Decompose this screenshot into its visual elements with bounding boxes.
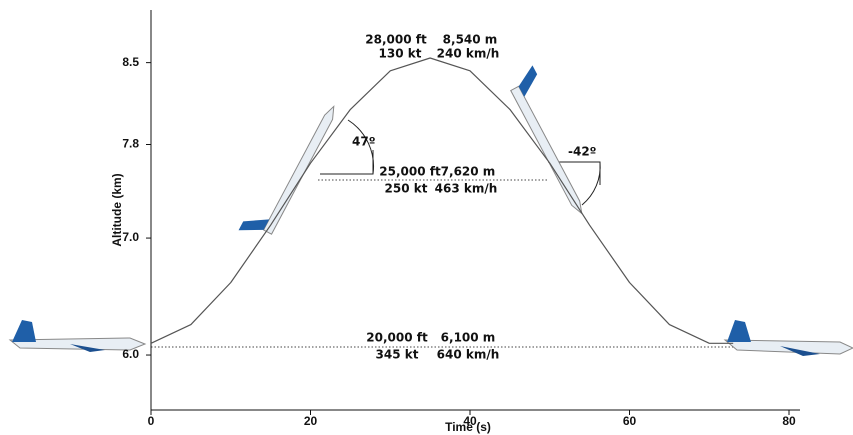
angle-marker xyxy=(320,150,373,174)
airplane xyxy=(505,65,605,216)
annotation: 28,000 ft xyxy=(365,33,427,47)
y-tick-label: 6.0 xyxy=(122,347,139,361)
airplane xyxy=(725,320,853,356)
angle-label: 47º xyxy=(352,135,376,149)
x-tick-label: 0 xyxy=(148,414,155,428)
annotation: 25,000 ft xyxy=(379,165,441,179)
y-tick-label: 7.8 xyxy=(122,137,139,151)
annotation: 8,540 m xyxy=(443,33,498,47)
annotation: 20,000 ft xyxy=(366,331,428,345)
angle-label: -42º xyxy=(568,145,597,159)
chart: Altitude (km) Time (s) 28,000 ft 8,540 m… xyxy=(0,0,853,435)
y-tick-label: 8.5 xyxy=(122,55,139,69)
annotation: 7,620 m xyxy=(441,165,496,179)
annotation: 345 kt xyxy=(376,348,419,362)
angle-arc xyxy=(582,162,600,205)
annotation: 240 km/h xyxy=(437,47,500,61)
airplane xyxy=(239,94,339,245)
annotation: 640 km/h xyxy=(437,348,500,362)
y-tick-label: 7.0 xyxy=(122,230,139,244)
x-tick-label: 80 xyxy=(782,414,796,428)
x-tick-label: 40 xyxy=(463,414,477,428)
annotation: 463 km/h xyxy=(435,182,498,196)
annotation: 250 kt xyxy=(385,182,428,196)
x-tick-label: 60 xyxy=(623,414,637,428)
x-tick-label: 20 xyxy=(304,414,318,428)
annotation: 6,100 m xyxy=(441,331,496,345)
flight-path xyxy=(151,58,733,343)
annotation: 130 kt xyxy=(379,47,422,61)
